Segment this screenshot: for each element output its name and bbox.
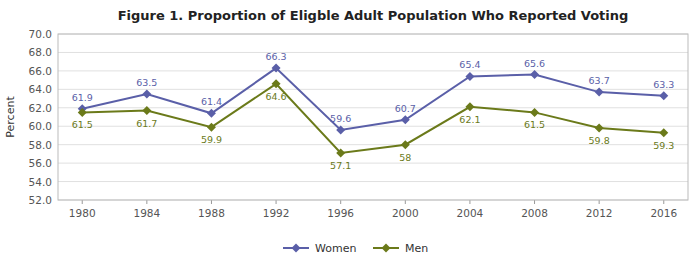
y-axis-label: Percent [4, 96, 17, 138]
point [401, 115, 410, 124]
legend-marker [382, 244, 391, 253]
data-label: 65.4 [459, 59, 480, 70]
y-tick-label: 56.0 [29, 157, 52, 169]
x-tick [469, 200, 470, 204]
grid-line [58, 70, 688, 71]
grid-line [58, 163, 688, 164]
data-label: 63.3 [653, 79, 674, 90]
point [78, 108, 87, 117]
x-tick-label: 2016 [650, 207, 677, 219]
y-tick-label: 66.0 [29, 65, 52, 77]
data-label: 61.7 [136, 118, 157, 129]
data-label: 59.9 [201, 134, 222, 145]
data-label: 64.6 [265, 91, 286, 102]
data-label: 62.1 [459, 114, 480, 125]
x-tick [663, 200, 664, 204]
grid-line [58, 181, 688, 182]
point [207, 123, 216, 132]
data-label: 65.6 [524, 58, 545, 69]
x-tick [599, 200, 600, 204]
plot-frame [58, 34, 688, 200]
point [659, 128, 668, 137]
point [401, 140, 410, 149]
point [530, 108, 539, 117]
y-tick-label: 58.0 [29, 139, 52, 151]
point [336, 125, 345, 134]
point [659, 91, 668, 100]
x-tick-label: 1988 [198, 207, 225, 219]
title: Figure 1. Proportion of Eligble Adult Po… [118, 8, 629, 23]
data-label: 59.3 [653, 140, 674, 151]
data-label: 66.3 [265, 51, 286, 62]
data-label: 63.7 [589, 75, 610, 86]
series-line [82, 84, 664, 153]
data-label: 61.5 [72, 119, 93, 130]
chart: Figure 1. Proportion of Eligble Adult Po… [0, 0, 700, 272]
point [336, 148, 345, 157]
x-tick [82, 200, 83, 204]
legend: Women Men [283, 242, 428, 255]
point [272, 64, 281, 73]
data-label: 61.4 [201, 96, 222, 107]
y-tick-label: 68.0 [29, 46, 52, 58]
y-tick-label: 62.0 [29, 102, 52, 114]
y-tick-label: 52.0 [29, 194, 52, 206]
data-label: 59.8 [589, 135, 610, 146]
series-line [82, 68, 664, 130]
point [207, 109, 216, 118]
x-tick-label: 2000 [392, 207, 419, 219]
x-tick [534, 200, 535, 204]
x-tick-label: 1984 [133, 207, 160, 219]
x-tick-label: 2004 [457, 207, 484, 219]
y-tick-label: 60.0 [29, 120, 52, 132]
legend-label: Women [315, 242, 356, 255]
point [142, 89, 151, 98]
legend-label: Men [405, 242, 428, 255]
x-tick-label: 2008 [521, 207, 548, 219]
point [272, 79, 281, 88]
y-tick-label: 54.0 [29, 176, 52, 188]
marks [78, 64, 669, 158]
data-label: 60.7 [395, 103, 416, 114]
x-tick-label: 1996 [327, 207, 354, 219]
data-label: 63.5 [136, 77, 157, 88]
grid [58, 34, 688, 200]
y-tick-label: 70.0 [29, 28, 52, 40]
point [595, 124, 604, 133]
point [465, 72, 474, 81]
grid-line [58, 107, 688, 108]
x-tick [405, 200, 406, 204]
data-label: 58 [399, 152, 411, 163]
data-label: 61.5 [524, 119, 545, 130]
x-tick [276, 200, 277, 204]
x-tick [340, 200, 341, 204]
x-tick [211, 200, 212, 204]
legend-marker [292, 244, 301, 253]
x-tick-label: 1992 [263, 207, 290, 219]
point [465, 102, 474, 111]
grid-line [58, 52, 688, 53]
point [530, 70, 539, 79]
x-tick [146, 200, 147, 204]
point [595, 88, 604, 97]
data-label: 61.9 [72, 92, 93, 103]
point [142, 106, 151, 115]
data-label: 57.1 [330, 160, 351, 171]
y-tick-label: 64.0 [29, 83, 52, 95]
data-labels: 61.9 63.5 61.4 66.3 59.6 60.7 65.4 65.6 63.7 63.3… [72, 51, 675, 171]
x-tick-label: 2012 [586, 207, 613, 219]
x-tick-label: 1980 [69, 207, 96, 219]
data-label: 59.6 [330, 113, 351, 124]
